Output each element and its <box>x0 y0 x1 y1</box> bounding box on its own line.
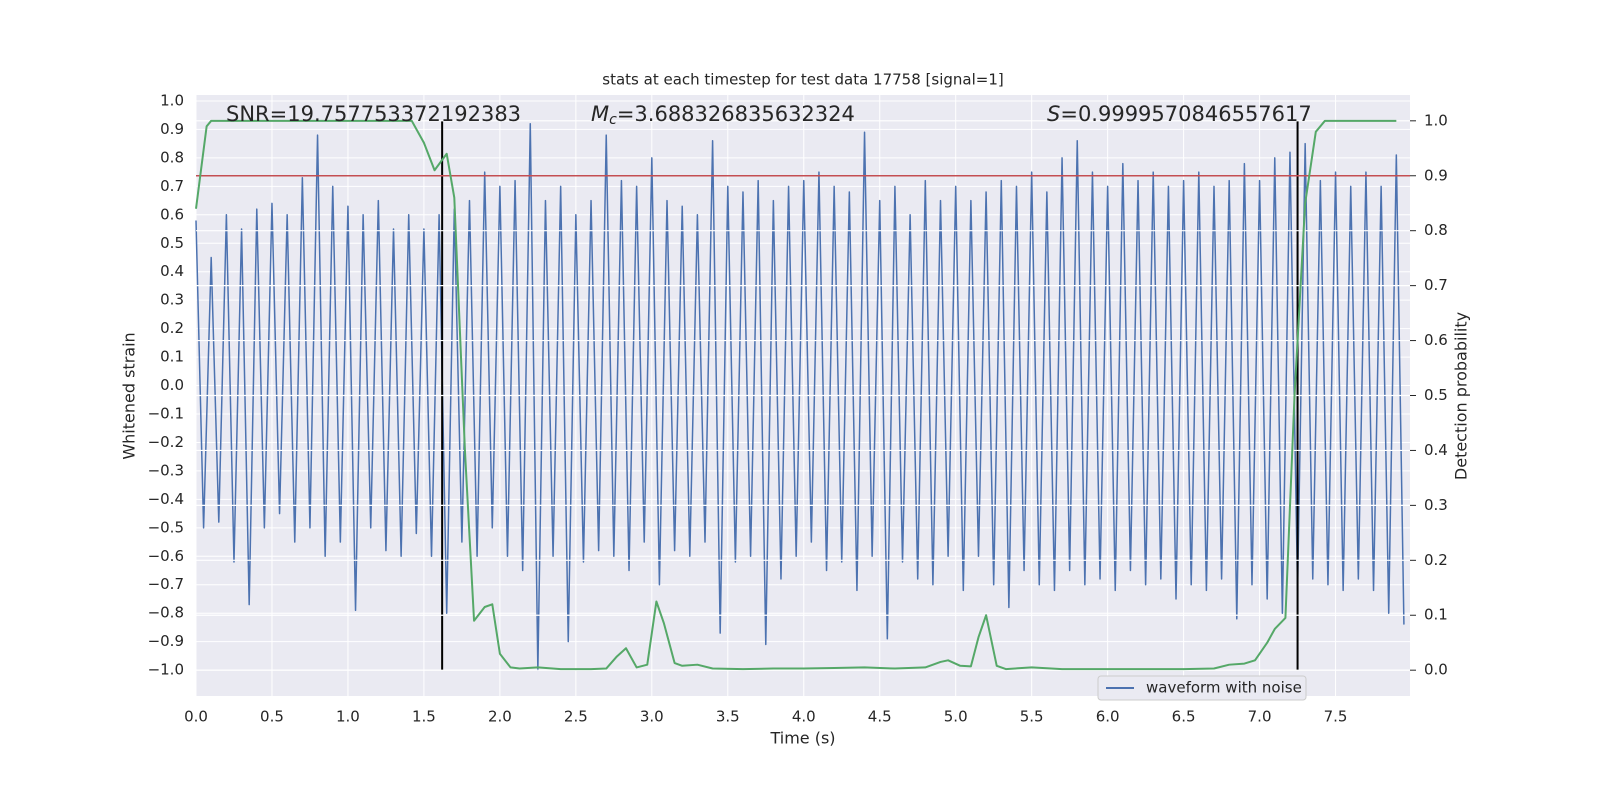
y-tick-label: 0.0 <box>160 376 184 394</box>
x-tick-label: 7.0 <box>1248 708 1272 726</box>
waveform-line <box>195 122 1405 671</box>
probability-line <box>195 119 1397 671</box>
x-tick-label: 7.5 <box>1324 708 1348 726</box>
y-axis-label: Whitened strain <box>120 332 139 459</box>
y2-tick-label: 0.2 <box>1424 551 1448 569</box>
y-tick-label: 0.5 <box>160 234 184 252</box>
y-tick-label: 1.0 <box>160 91 184 109</box>
y-tick-label: −0.7 <box>148 575 184 593</box>
y-tick-label: −0.6 <box>148 547 184 565</box>
y-tick-label: −0.8 <box>148 604 184 622</box>
y-tick-label: 0.1 <box>160 348 184 366</box>
y-tick-label: −0.9 <box>148 632 184 650</box>
y-tick-label: 0.6 <box>160 205 184 223</box>
annotation: SNR=19.757753372192383 <box>226 102 521 126</box>
y2-tick-label: 0.3 <box>1424 496 1448 514</box>
x-tick-label: 2.5 <box>564 708 588 726</box>
y2-tick-label: 0.4 <box>1424 441 1448 459</box>
y2-tick-label: 0.0 <box>1424 661 1448 679</box>
legend-box <box>1097 675 1307 701</box>
y-tick-label: 0.3 <box>160 291 184 309</box>
annotation: Mc=3.688326835632324 <box>591 102 855 128</box>
annotation-text: =0.9999570846557617 <box>1060 102 1311 126</box>
x-tick-label: 6.5 <box>1172 708 1196 726</box>
x-tick-label: 3.5 <box>716 708 740 726</box>
x-tick-label: 4.0 <box>792 708 816 726</box>
y2-tick-label: 0.8 <box>1424 221 1448 239</box>
y2-tick-label: 0.5 <box>1424 386 1448 404</box>
annotation-symbol: S <box>1047 102 1060 126</box>
y-tick-label: −1.0 <box>148 661 184 679</box>
x-tick-label: 2.0 <box>488 708 512 726</box>
y-tick-label: −0.2 <box>148 433 184 451</box>
annotation: S=0.9999570846557617 <box>1047 102 1312 126</box>
y2-tick-label: 0.9 <box>1424 166 1448 184</box>
x-tick-label: 3.0 <box>640 708 664 726</box>
y-tick-label: 0.7 <box>160 177 184 195</box>
annotation-subscript: c <box>609 112 617 128</box>
x-axis-label: Time (s) <box>769 729 835 748</box>
x-tick-label: 5.5 <box>1020 708 1044 726</box>
x-tick-label: 1.0 <box>336 708 360 726</box>
y2-tick-label: 0.6 <box>1424 331 1448 349</box>
y-tick-label: −0.5 <box>148 518 184 536</box>
annotation-symbol: M <box>591 102 609 126</box>
annotation-text: SNR=19.757753372192383 <box>226 102 521 126</box>
y-tick-label: 0.8 <box>160 148 184 166</box>
y2-tick-label: 0.1 <box>1424 606 1448 624</box>
y-tick-label: −0.4 <box>148 490 184 508</box>
y-tick-label: 0.2 <box>160 319 184 337</box>
y-tick-label: 0.4 <box>160 262 184 280</box>
x-tick-label: 4.5 <box>868 708 892 726</box>
x-tick-label: 0.5 <box>260 708 284 726</box>
x-tick-label: 1.5 <box>412 708 436 726</box>
y-tick-label: −0.3 <box>148 461 184 479</box>
y-tick-label: −0.1 <box>148 404 184 422</box>
y-tick-label: 0.9 <box>160 120 184 138</box>
x-tick-label: 5.0 <box>944 708 968 726</box>
chart-title: stats at each timestep for test data 177… <box>602 71 1003 89</box>
legend-label: waveform with noise <box>1146 679 1302 697</box>
annotation-text: =3.688326835632324 <box>617 102 855 126</box>
y2-tick-label: 0.7 <box>1424 276 1448 294</box>
y2-tick-label: 1.0 <box>1424 111 1448 129</box>
x-tick-label: 0.0 <box>184 708 208 726</box>
x-tick-label: 6.0 <box>1096 708 1120 726</box>
y2-axis-label: Detection probability <box>1452 312 1471 480</box>
